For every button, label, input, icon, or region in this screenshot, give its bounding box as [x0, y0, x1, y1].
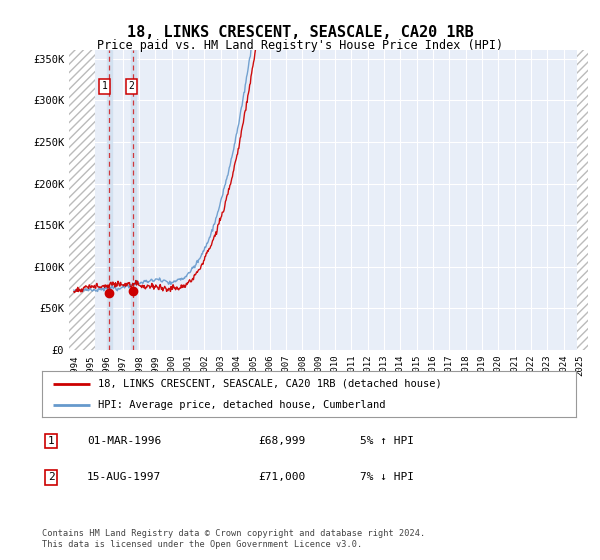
Text: 18, LINKS CRESCENT, SEASCALE, CA20 1RB (detached house): 18, LINKS CRESCENT, SEASCALE, CA20 1RB (… — [98, 379, 442, 389]
Text: 2: 2 — [128, 81, 134, 91]
Text: 1: 1 — [47, 436, 55, 446]
Text: 7% ↓ HPI: 7% ↓ HPI — [360, 473, 414, 482]
Bar — [577, 50, 588, 350]
Text: 5% ↑ HPI: 5% ↑ HPI — [360, 436, 414, 446]
Bar — [131, 50, 136, 350]
Text: 01-MAR-1996: 01-MAR-1996 — [87, 436, 161, 446]
Text: £71,000: £71,000 — [258, 473, 305, 482]
Text: HPI: Average price, detached house, Cumberland: HPI: Average price, detached house, Cumb… — [98, 400, 386, 410]
Text: £68,999: £68,999 — [258, 436, 305, 446]
Text: Price paid vs. HM Land Registry's House Price Index (HPI): Price paid vs. HM Land Registry's House … — [97, 39, 503, 53]
Bar — [107, 50, 112, 350]
Bar — [69, 50, 95, 350]
Bar — [69, 50, 95, 350]
Text: Contains HM Land Registry data © Crown copyright and database right 2024.
This d: Contains HM Land Registry data © Crown c… — [42, 529, 425, 549]
Text: 15-AUG-1997: 15-AUG-1997 — [87, 473, 161, 482]
Text: 2: 2 — [47, 473, 55, 482]
Text: 18, LINKS CRESCENT, SEASCALE, CA20 1RB: 18, LINKS CRESCENT, SEASCALE, CA20 1RB — [127, 25, 473, 40]
Text: 1: 1 — [101, 81, 107, 91]
